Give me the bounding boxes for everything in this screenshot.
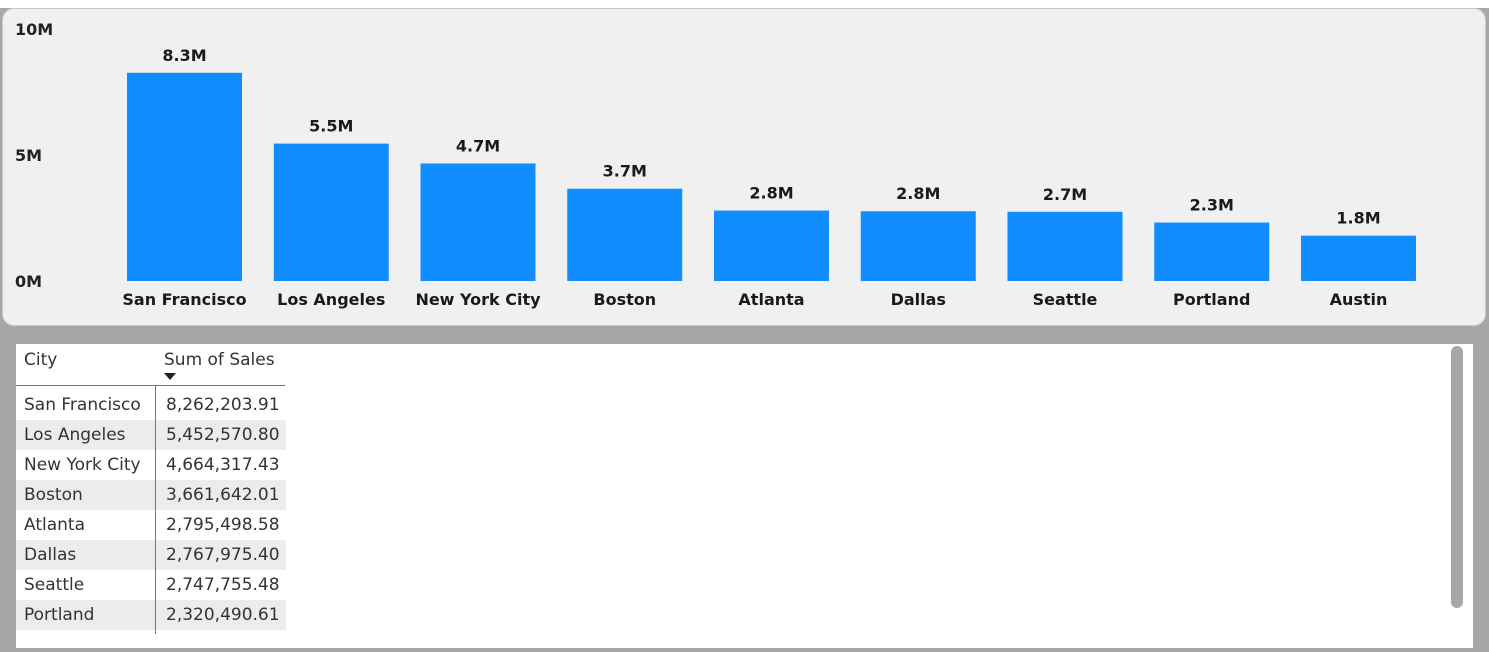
table-visual[interactable]: City Sum of Sales San Francisco 8,262,203… [16,344,1473,648]
cell-city: Los Angeles [24,425,126,445]
table-row[interactable]: Seattle 2,747,755.48 [16,570,286,600]
x-tick-label: Boston [593,290,656,309]
bar[interactable] [127,72,242,281]
table-row[interactable]: Portland 2,320,490.61 [16,600,286,630]
data-label: 4.7M [456,136,500,155]
data-label: 2.3M [1190,196,1234,215]
x-tick-label: Austin [1330,290,1388,309]
cell-sum-of-sales: 4,664,317.43 [166,455,280,475]
cell-sum-of-sales: 8,262,203.91 [166,395,280,415]
table-row[interactable]: Atlanta 2,795,498.58 [16,510,286,540]
cell-sum-of-sales: 3,661,642.01 [166,485,280,505]
column-divider [155,386,156,634]
table-row[interactable]: Los Angeles 5,452,570.80 [16,420,286,450]
row-band [16,480,155,510]
column-header-sales-label: Sum of Sales [164,350,275,370]
cell-sum-of-sales: 2,747,755.48 [166,575,280,595]
bars-group [127,72,1416,281]
row-band [156,600,286,630]
cell-sum-of-sales: 2,795,498.58 [166,515,280,535]
row-band [156,420,286,450]
row-band [156,480,286,510]
data-label: 8.3M [162,46,206,65]
data-label: 2.8M [749,184,793,203]
x-tick-label: Los Angeles [277,290,385,309]
data-label: 1.8M [1336,209,1380,228]
x-tick-label: Atlanta [738,290,804,309]
bar-chart-visual[interactable]: 0M 5M 10M 8.3M 5.5M 4.7M 3.7M 2.8M 2.8M 2.7M 2.3M… [2,8,1486,326]
y-tick-label: 10M [15,20,53,39]
x-tick-label: San Francisco [122,290,246,309]
cell-city: New York City [24,455,141,475]
table-row[interactable]: New York City 4,664,317.43 [16,450,286,480]
bar[interactable] [1007,211,1123,281]
y-tick-label: 5M [15,146,42,165]
cell-city: Dallas [24,545,77,565]
cell-city: Boston [24,485,83,505]
table-row[interactable]: Boston 3,661,642.01 [16,480,286,510]
cell-sum-of-sales: 5,452,570.80 [166,425,280,445]
row-band [16,600,155,630]
y-tick-label: 0M [15,272,42,291]
data-label: 2.7M [1043,185,1087,204]
table-row[interactable]: San Francisco 8,262,203.91 [16,390,286,420]
column-header-city-label: City [24,350,58,370]
cell-sum-of-sales: 2,320,490.61 [166,605,280,625]
sort-descending-icon[interactable] [164,373,176,380]
column-header-city[interactable]: City [16,344,154,386]
vertical-scrollbar[interactable] [1451,346,1463,608]
x-tick-label: Dallas [891,290,946,309]
bar[interactable] [420,163,536,281]
cell-city: Portland [24,605,95,625]
cell-city: Atlanta [24,515,85,535]
table-row[interactable]: Dallas 2,767,975.40 [16,540,286,570]
bar[interactable] [860,211,976,281]
cell-city: San Francisco [24,395,141,415]
data-label: 5.5M [309,117,353,136]
cell-sum-of-sales: 2,767,975.40 [166,545,280,565]
x-tick-label: Portland [1173,290,1250,309]
row-band [16,540,155,570]
bar[interactable] [273,143,389,281]
data-labels-group: 8.3M 5.5M 4.7M 3.7M 2.8M 2.8M 2.7M 2.3M 1.8M [162,46,1380,228]
row-band [156,540,286,570]
top-strip [0,0,1489,8]
y-axis: 0M 5M 10M [15,20,53,291]
bar[interactable] [1154,222,1270,281]
bar[interactable] [567,188,683,281]
x-axis-labels: San Francisco Los Angeles New York City Bos… [122,290,1387,309]
x-tick-label: New York City [415,290,541,309]
x-tick-label: Seattle [1033,290,1098,309]
data-label: 2.8M [896,184,940,203]
bar[interactable] [714,210,829,281]
row-band [16,420,155,450]
data-label: 3.7M [603,162,647,181]
bar-chart-svg: 0M 5M 10M 8.3M 5.5M 4.7M 3.7M 2.8M 2.8M 2.7M 2.3M… [15,20,1416,309]
column-header-sum-of-sales[interactable]: Sum of Sales [154,344,285,386]
cell-city: Seattle [24,575,85,595]
bar[interactable] [1301,235,1416,281]
